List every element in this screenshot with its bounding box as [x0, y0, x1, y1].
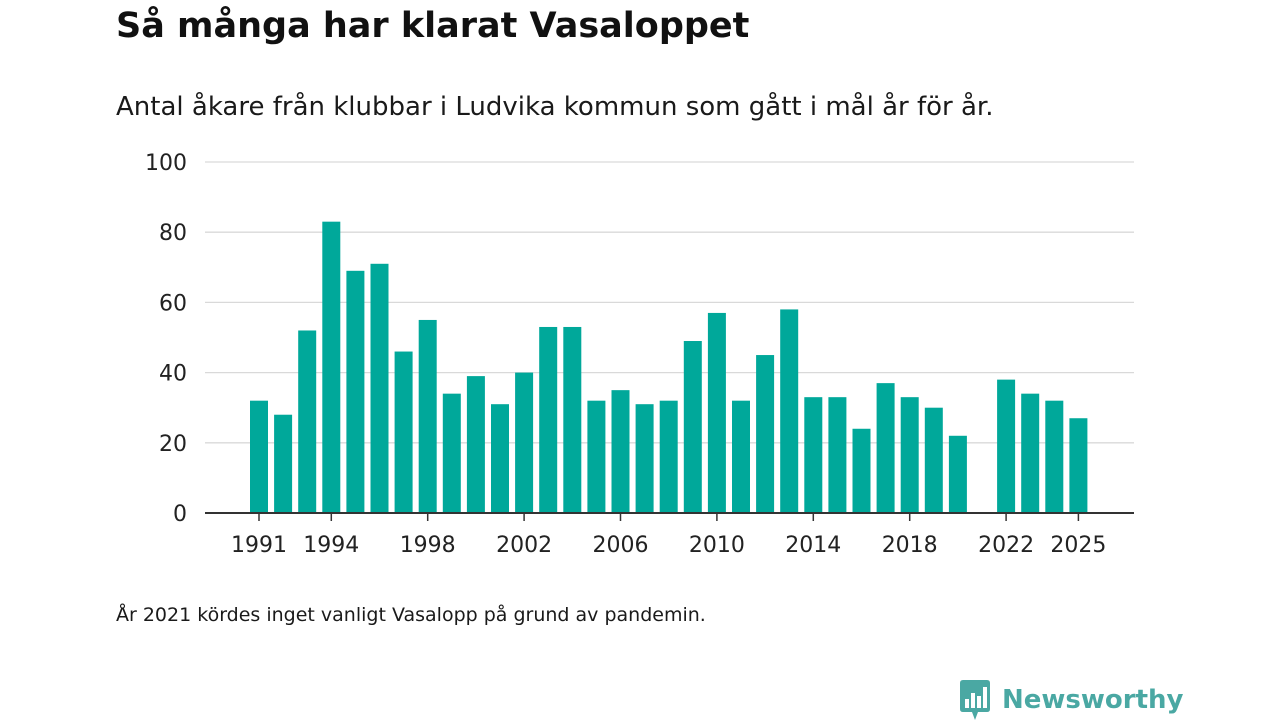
bar-2005[interactable]	[587, 400, 606, 513]
bar-2003[interactable]	[539, 326, 558, 513]
y-tick-label-80: 80	[159, 221, 187, 246]
x-tick-label-1994: 1994	[303, 533, 359, 558]
chart-subtitle: Antal åkare från klubbar i Ludvika kommu…	[116, 92, 994, 122]
bar-1995[interactable]	[346, 270, 365, 513]
chart-title: Så många har klarat Vasaloppet	[116, 6, 750, 46]
bar-2015[interactable]	[828, 397, 847, 513]
bar-2012[interactable]	[756, 355, 775, 513]
brand-name: Newsworthy	[1002, 685, 1184, 715]
footnote: År 2021 kördes inget vanligt Vasalopp på…	[116, 604, 706, 626]
newsworthy-logo[interactable]: Newsworthy	[958, 678, 1183, 720]
bar-1999[interactable]	[442, 393, 461, 513]
bar-1992[interactable]	[274, 414, 293, 513]
bar-1994[interactable]	[322, 221, 341, 514]
x-tick-label-1998: 1998	[400, 533, 456, 558]
bar-2002[interactable]	[515, 372, 534, 513]
bar-1993[interactable]	[298, 330, 317, 513]
x-tick-label-2014: 2014	[785, 533, 841, 558]
bar-2004[interactable]	[563, 326, 582, 513]
bar-2008[interactable]	[659, 400, 678, 513]
bar-1998[interactable]	[418, 319, 437, 513]
bar-2019[interactable]	[924, 407, 943, 513]
bar-2014[interactable]	[804, 397, 823, 513]
bar-1997[interactable]	[394, 351, 413, 513]
bar-2022[interactable]	[997, 379, 1016, 513]
bar-2020[interactable]	[948, 435, 967, 513]
x-tick-label-2002: 2002	[496, 533, 552, 558]
bar-2024[interactable]	[1045, 400, 1064, 513]
x-tick-label-2010: 2010	[689, 533, 745, 558]
bars	[250, 221, 1088, 514]
axes: 0 20 40 60 80 100 1991 1994 1998 2002 2006 2010 2014…	[145, 151, 1134, 558]
bar-2013[interactable]	[780, 309, 799, 513]
x-tick-label-2018: 2018	[882, 533, 938, 558]
y-tick-label-0: 0	[173, 502, 187, 527]
bar-2007[interactable]	[635, 404, 654, 513]
bar-chart-speech-bubble-icon	[960, 680, 990, 720]
bar-2000[interactable]	[466, 376, 485, 513]
y-tick-label-100: 100	[145, 151, 187, 176]
bar-2017[interactable]	[876, 383, 895, 513]
y-tick-label-20: 20	[159, 432, 187, 457]
bar-2018[interactable]	[900, 397, 919, 513]
bar-2010[interactable]	[707, 312, 726, 513]
x-tick-label-2025: 2025	[1050, 533, 1106, 558]
bar-2011[interactable]	[732, 400, 750, 513]
x-tick-label-2006: 2006	[593, 533, 649, 558]
bar-2001[interactable]	[491, 404, 509, 513]
bar-1991[interactable]	[250, 400, 268, 513]
bar-1996[interactable]	[370, 263, 389, 513]
y-tick-label-60: 60	[159, 291, 187, 316]
x-tick-label-1991: 1991	[231, 533, 287, 558]
bar-2006[interactable]	[611, 390, 630, 513]
bar-2023[interactable]	[1021, 393, 1040, 513]
bar-2016[interactable]	[852, 428, 871, 513]
y-tick-label-40: 40	[159, 362, 187, 387]
bar-2009[interactable]	[683, 341, 702, 513]
bar-2025[interactable]	[1069, 418, 1088, 513]
x-tick-label-2022: 2022	[978, 533, 1034, 558]
